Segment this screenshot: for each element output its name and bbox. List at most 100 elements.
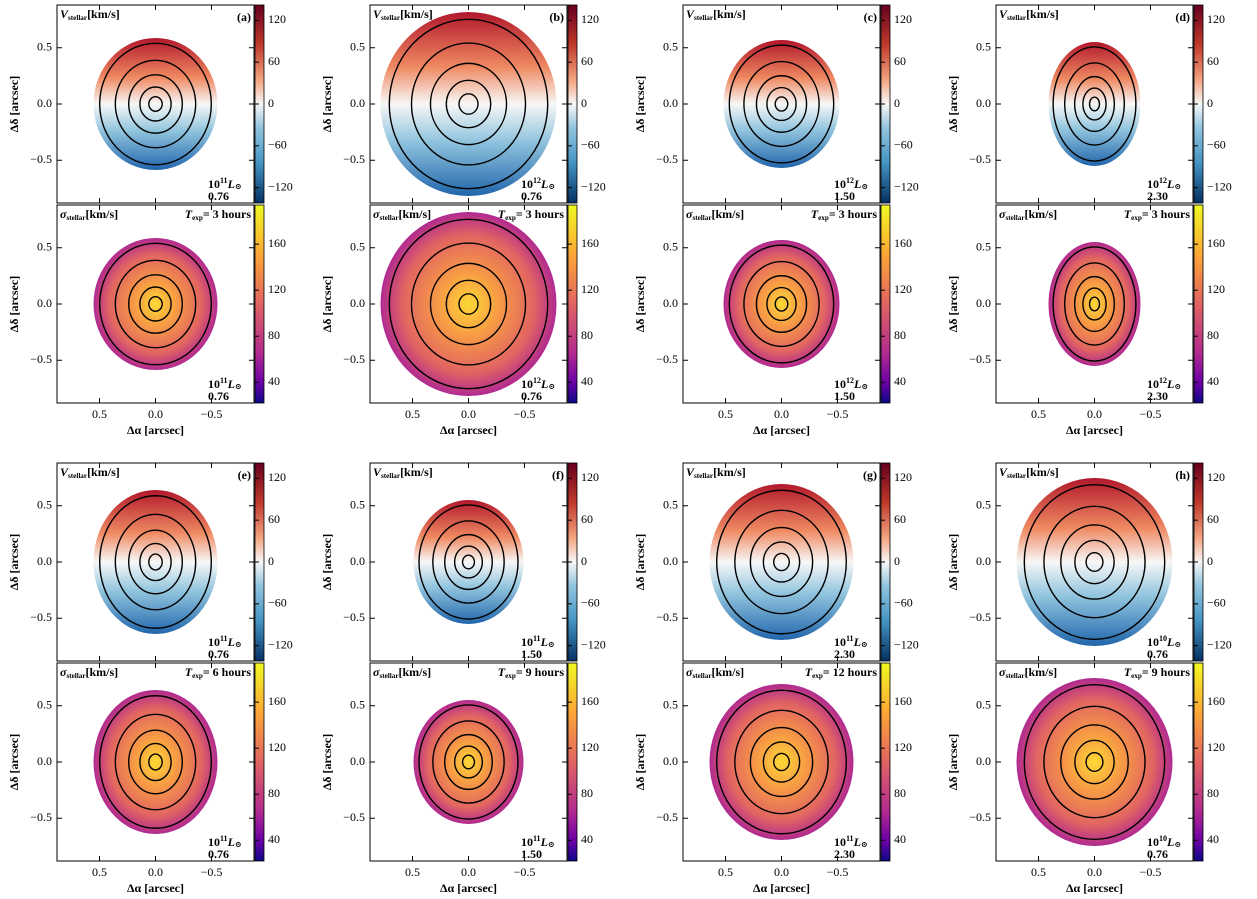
y-tick-label: 0.0 — [976, 554, 991, 568]
flux-contour — [734, 509, 829, 615]
flux-contour — [445, 279, 492, 329]
colorbar-tick-label: 160 — [581, 236, 599, 250]
velocity-map — [380, 12, 557, 196]
colorbar-tick-label: 120 — [581, 740, 599, 754]
flux-contour — [755, 75, 808, 133]
y-axis-label: Δδ [arcsec] — [633, 734, 647, 791]
flux-contour — [444, 733, 493, 791]
colorbar-tick-label: −120 — [894, 179, 919, 193]
velocity-title-symbol: V — [60, 465, 69, 479]
luminosity-base: 10 — [1147, 635, 1159, 649]
colorbar-tick-label: 120 — [581, 12, 599, 26]
y-tick-label: −0.5 — [30, 810, 52, 824]
sigma-title-symbol: σ — [373, 207, 380, 221]
panel-label: (d) — [1175, 10, 1190, 24]
flux-contour — [458, 93, 479, 115]
sigma-title: σstellar[km/s] — [686, 665, 744, 680]
colorbar-tick-label: 40 — [581, 374, 593, 388]
x-tick-label: −0.5 — [201, 865, 223, 879]
redshift: 2.30 — [1147, 389, 1168, 403]
luminosity-exp: 11 — [533, 834, 541, 843]
velocity-title-sub: stellar — [381, 14, 401, 22]
luminosity: 1012L⊙ — [521, 376, 555, 391]
colorbar-tick-label: 160 — [1207, 236, 1225, 250]
x-tick-label: 0.0 — [774, 865, 789, 879]
luminosity-unit: L — [1166, 835, 1174, 849]
flux-contour — [388, 218, 549, 390]
colorbar-tick-label: 0 — [268, 554, 274, 568]
luminosity-base: 10 — [208, 635, 220, 649]
velocity-title: Vstellar[km/s] — [686, 465, 746, 480]
velocity-title-sub: stellar — [1007, 472, 1027, 480]
flux-contour — [128, 274, 183, 334]
flux-contour — [461, 554, 476, 570]
flux-contour — [114, 59, 197, 149]
dispersion-map — [709, 684, 854, 840]
flux-contour — [98, 242, 212, 366]
exposure-time-symbol: T — [811, 207, 819, 221]
velocity-title-symbol: V — [686, 465, 695, 479]
y-tick-label: −0.5 — [656, 810, 678, 824]
velocity-title: Vstellar[km/s] — [373, 465, 433, 480]
colorbar — [880, 662, 891, 862]
exposure-time: Texp= 3 hours — [1124, 207, 1191, 222]
flux-contour — [139, 742, 172, 782]
colorbar — [1193, 204, 1204, 404]
sigma-title-symbol: σ — [999, 207, 1006, 221]
velocity-title-rest: [km/s] — [87, 465, 120, 479]
velocity-map — [1016, 478, 1173, 646]
y-tick-label: 0.0 — [663, 296, 678, 310]
x-tick-label: 0.0 — [1087, 407, 1102, 421]
flux-contour — [773, 552, 790, 572]
colorbar-tick-label: 120 — [894, 12, 912, 26]
flux-contour — [774, 296, 789, 312]
y-axis-label: Δδ [arcsec] — [320, 76, 334, 133]
y-axis-label: Δδ [arcsec] — [7, 276, 21, 333]
exposure-time-symbol: T — [185, 665, 193, 679]
luminosity-base: 10 — [521, 177, 533, 191]
luminosity-unit: L — [540, 635, 548, 649]
exposure-time-sub: exp — [1131, 672, 1142, 680]
y-tick-label: 0.0 — [976, 754, 991, 768]
y-tick-label: 0.5 — [663, 240, 678, 254]
y-axis-label: Δδ [arcsec] — [7, 734, 21, 791]
flux-contour — [148, 553, 163, 571]
luminosity: 1011L⊙ — [208, 634, 242, 649]
exposure-time-sub: exp — [505, 672, 516, 680]
velocity-title: Vstellar[km/s] — [686, 7, 746, 22]
colorbar-tick-label: 60 — [894, 512, 906, 526]
flux-contour — [114, 259, 197, 349]
y-tick-label: −0.5 — [343, 810, 365, 824]
velocity-title: Vstellar[km/s] — [60, 7, 120, 22]
exposure-time-rest: = 9 hours — [1142, 665, 1191, 679]
redshift: 0.76 — [208, 847, 229, 861]
flux-contour — [766, 86, 797, 122]
colorbar-tick-label: −60 — [268, 138, 287, 152]
flux-contour — [148, 96, 163, 112]
luminosity-base: 10 — [834, 635, 846, 649]
luminosity: 1012L⊙ — [1147, 376, 1181, 391]
exposure-time: Texp= 3 hours — [185, 207, 252, 222]
y-tick-label: −0.5 — [656, 152, 678, 166]
dispersion-map — [93, 690, 218, 834]
colorbar-tick-label: −60 — [1207, 138, 1226, 152]
flux-contour — [749, 726, 814, 798]
y-tick-label: −0.5 — [30, 610, 52, 624]
luminosity-unit: L — [1166, 177, 1174, 191]
colorbar-tick-label: 40 — [581, 832, 593, 846]
sigma-title: σstellar[km/s] — [999, 665, 1057, 680]
sigma-title-sub: stellar — [1005, 672, 1025, 680]
luminosity-unit: L — [1166, 377, 1174, 391]
colorbar-tick-label: 80 — [1207, 328, 1219, 342]
x-tick-label: 0.0 — [148, 407, 163, 421]
sigma-title-rest: [km/s] — [86, 665, 119, 679]
luminosity: 1011L⊙ — [208, 834, 242, 849]
y-tick-label: −0.5 — [969, 352, 991, 366]
y-axis-label: Δδ [arcsec] — [7, 76, 21, 133]
velocity-map — [93, 490, 218, 634]
colorbar-tick-label: 80 — [894, 786, 906, 800]
colorbar-tick-label: 40 — [1207, 832, 1219, 846]
y-tick-label: 0.5 — [663, 498, 678, 512]
luminosity-unit-sub: ⊙ — [1174, 840, 1181, 849]
y-tick-label: −0.5 — [343, 152, 365, 166]
